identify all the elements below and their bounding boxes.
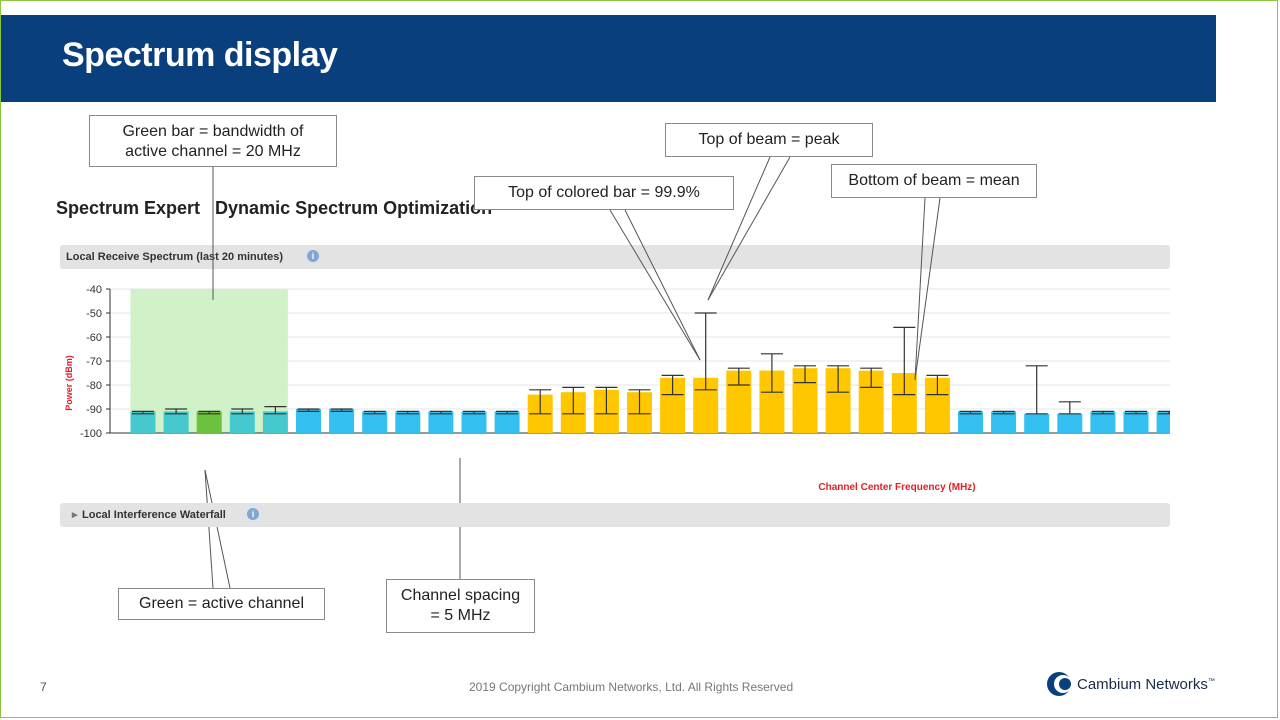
callout-green-active: Green = active channel <box>118 588 325 620</box>
x-tick-label: 5500 <box>270 445 282 469</box>
spectrum-bar <box>1156 411 1170 433</box>
spectrum-bar <box>1090 411 1116 433</box>
y-tick-label: -90 <box>86 404 102 416</box>
info-icon[interactable]: i <box>307 250 319 262</box>
y-tick-label: -100 <box>80 428 102 440</box>
x-tick-label: 5515 <box>370 445 382 469</box>
active-channel-band <box>130 289 288 433</box>
callout-pointer <box>707 156 771 301</box>
y-axis-label: Power (dBm) <box>64 355 74 411</box>
x-tick-label: 5495 <box>237 445 249 469</box>
logo-text: Cambium Networks™ <box>1077 676 1215 693</box>
receive-spectrum-section-label: Local Receive Spectrum (last 20 minutes) <box>66 251 284 263</box>
spectrum-bar <box>1024 413 1050 433</box>
x-tick-label: 5490 <box>204 445 216 469</box>
spectrum-bar <box>395 411 421 433</box>
callout-green-bar: Green bar = bandwidth of active channel … <box>89 115 337 167</box>
x-tick-label: 5505 <box>304 445 316 469</box>
x-tick-label: 5615 <box>1032 445 1044 469</box>
title-bar <box>1 15 1216 102</box>
x-tick-label: 5590 <box>866 445 878 469</box>
x-tick-label: 5585 <box>833 445 845 469</box>
spectrum-bar <box>196 411 222 433</box>
x-axis-label: Channel Center Frequency (MHz) <box>818 482 975 493</box>
bars-group: 5480 5485 5490 5495 5500 5505 5510 5515 5520 5525… <box>130 312 1176 469</box>
panel-heading: Spectrum Expert Dynamic Spectrum Optimiz… <box>56 198 493 218</box>
callout-pointer <box>914 197 941 381</box>
x-tick-label: 5565 <box>701 445 713 469</box>
callout-pointer <box>204 469 214 589</box>
x-tick-label: 5595 <box>899 445 911 469</box>
spectrum-bar <box>958 411 983 433</box>
x-tick-label: 5600 <box>932 445 944 469</box>
slide-title: Spectrum display <box>62 36 338 74</box>
spectrum-bar <box>163 411 189 433</box>
x-tick-label: 5580 <box>800 445 812 469</box>
interference-waterfall-section-label: Local Interference Waterfall <box>82 509 226 521</box>
spectrum-bar <box>1057 413 1083 433</box>
expand-arrow-icon[interactable]: ▸ <box>72 509 78 521</box>
x-tick-label: 5620 <box>1065 445 1077 469</box>
x-tick-label: 5525 <box>436 445 448 469</box>
callout-bottom-beam: Bottom of beam = mean <box>831 164 1037 198</box>
spectrum-bar <box>296 409 321 433</box>
callout-pointer <box>707 156 791 301</box>
callout-pointer <box>914 197 926 381</box>
callout-top-colored-bar: Top of colored bar = 99.9% <box>474 176 734 210</box>
x-tick-label: 5550 <box>601 445 613 469</box>
copyright-text: 2019 Copyright Cambium Networks, Ltd. Al… <box>469 680 794 694</box>
spectrum-bar <box>494 411 520 433</box>
info-icon[interactable]: i <box>247 508 259 520</box>
y-tick-label: -80 <box>86 380 102 392</box>
spectrum-bar <box>461 411 487 433</box>
x-tick-label: 5530 <box>469 445 481 469</box>
x-tick-label: 5510 <box>337 445 349 469</box>
x-tick-label: 5570 <box>734 445 746 469</box>
spectrum-bar <box>262 411 288 433</box>
x-tick-label: 5625 <box>1098 445 1110 469</box>
spectrum-bar <box>130 411 156 433</box>
y-tick-label: -70 <box>86 356 102 368</box>
callout-pointer <box>204 469 231 589</box>
callout-pointer <box>609 209 701 361</box>
spectrum-bar <box>329 409 355 433</box>
x-tick-label: 5535 <box>502 445 514 469</box>
x-tick-label: 5480 <box>138 445 150 469</box>
x-tick-label: 5610 <box>999 445 1011 469</box>
y-tick-label: -50 <box>86 308 102 320</box>
page-number: 7 <box>40 680 47 694</box>
spectrum-bar <box>428 411 454 433</box>
x-tick-label: 5575 <box>767 445 779 469</box>
callout-channel-spacing: Channel spacing = 5 MHz <box>386 579 535 633</box>
callout-top-beam: Top of beam = peak <box>665 123 873 157</box>
interference-waterfall-section-bar[interactable] <box>60 503 1170 527</box>
spectrum-bar <box>362 411 388 433</box>
x-tick-label: 5545 <box>568 445 580 469</box>
y-tick-label: -40 <box>86 284 102 296</box>
x-tick-label: 5555 <box>635 445 647 469</box>
callout-pointer <box>624 209 701 361</box>
x-tick-label: 5630 <box>1131 445 1143 469</box>
x-tick-label: 5520 <box>403 445 415 469</box>
receive-spectrum-section-bar[interactable] <box>60 245 1170 269</box>
x-tick-label: 5560 <box>668 445 680 469</box>
spectrum-bar <box>229 411 255 433</box>
x-tick-label: 5605 <box>966 445 978 469</box>
spectrum-bar <box>1123 411 1149 433</box>
x-tick-label: 5635 <box>1164 445 1176 469</box>
y-tick-label: -60 <box>86 332 102 344</box>
spectrum-bar <box>991 411 1017 433</box>
x-tick-label: 5485 <box>171 445 183 469</box>
cambium-logo-icon <box>1047 672 1072 696</box>
x-tick-label: 5540 <box>535 445 547 469</box>
